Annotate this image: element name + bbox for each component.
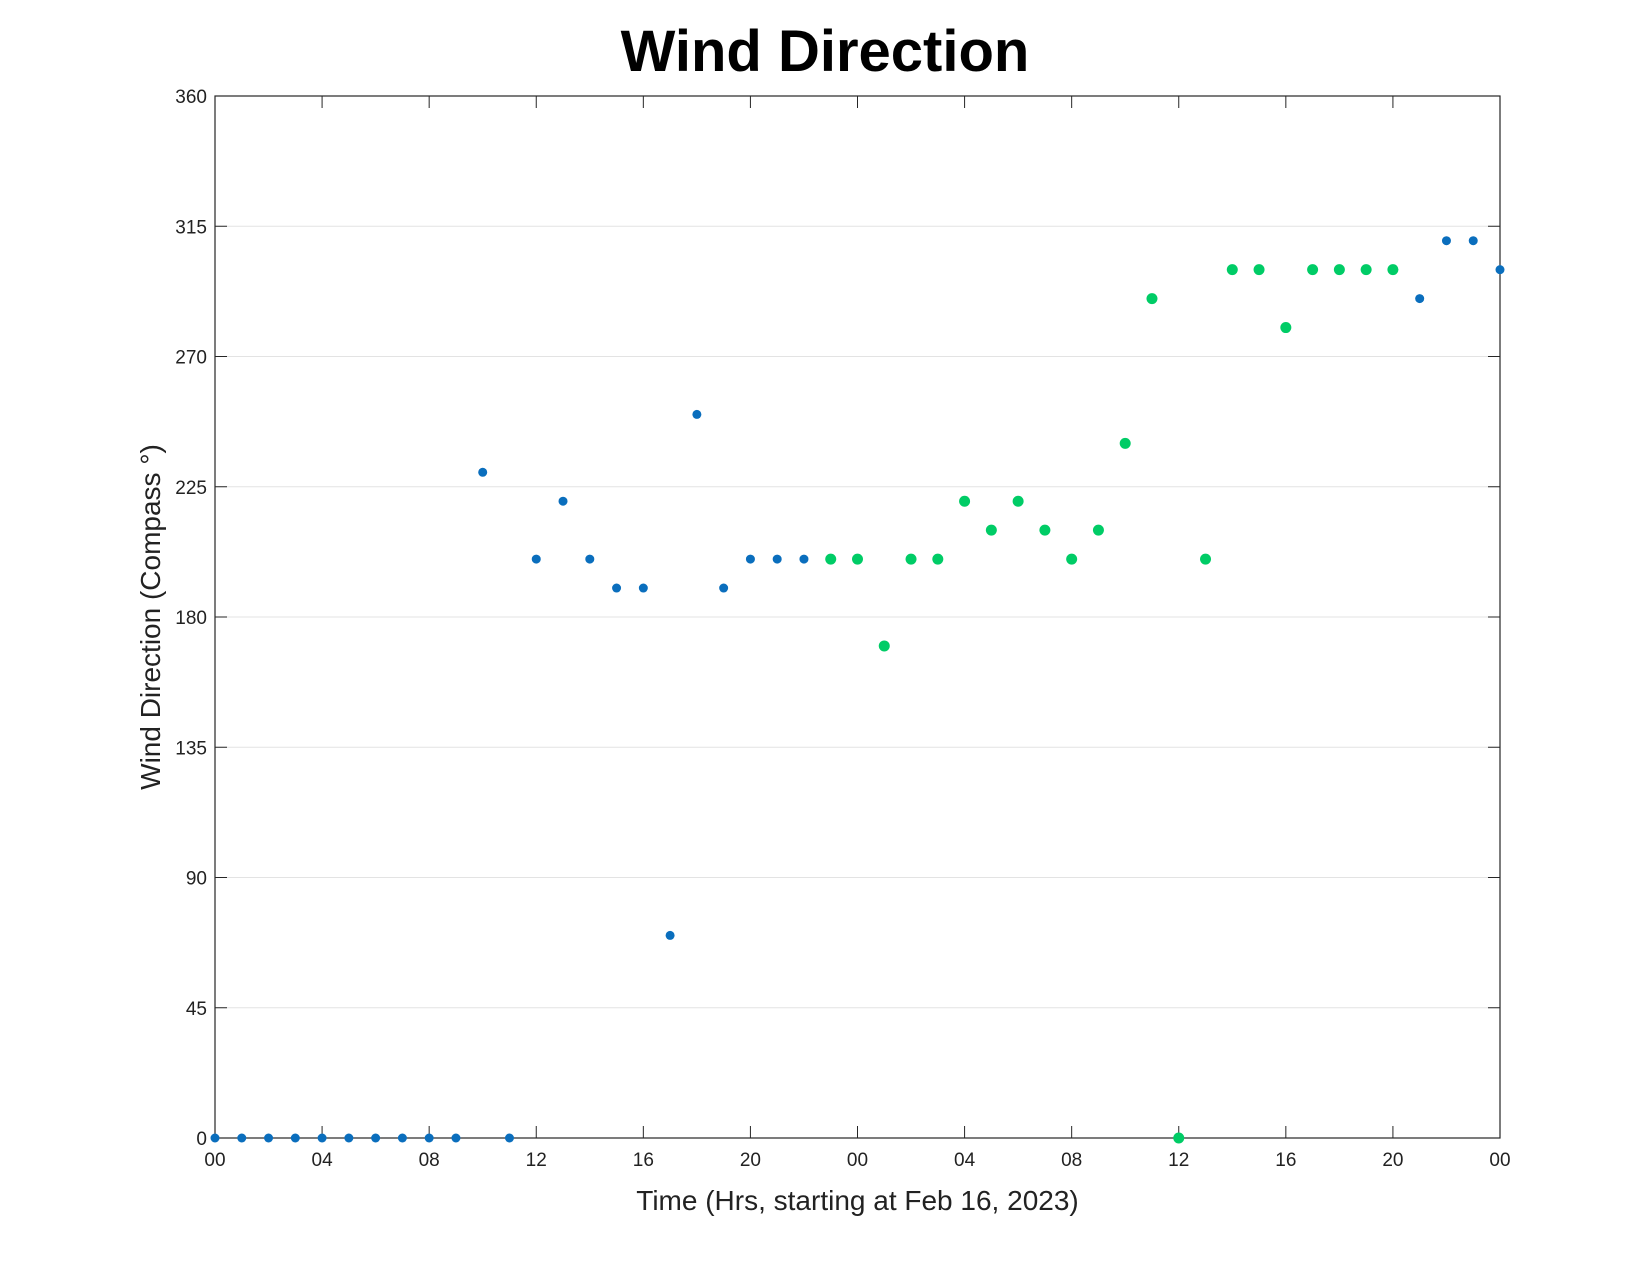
data-point-s0-22 (799, 554, 809, 564)
data-point-s1-2 (878, 640, 890, 652)
chart-title: Wind Direction (620, 19, 1030, 84)
x-tick-label-7: 04 (954, 1150, 976, 1171)
data-point-s1-15 (1226, 264, 1238, 276)
data-point-s1-13 (1173, 1132, 1185, 1144)
data-point-s1-9 (1066, 553, 1078, 565)
data-point-s0-18 (692, 409, 702, 419)
data-point-s0-8 (424, 1133, 434, 1143)
x-tick-label-11: 20 (1382, 1150, 1403, 1171)
data-point-s1-14 (1200, 553, 1212, 565)
x-tick-label-8: 08 (1061, 1150, 1082, 1171)
data-point-s0-23 (1415, 294, 1425, 304)
x-axis-label: Time (Hrs, starting at Feb 16, 2023) (636, 1185, 1078, 1216)
y-tick-label-225: 225 (175, 478, 207, 499)
x-tick-label-10: 16 (1275, 1150, 1296, 1171)
y-tick-label-360: 360 (175, 87, 207, 108)
data-point-s1-17 (1280, 322, 1292, 334)
plot-frame (214, 95, 1501, 1139)
data-point-s0-19 (719, 583, 729, 593)
x-tick-label-5: 20 (740, 1150, 761, 1171)
data-point-s1-20 (1360, 264, 1372, 276)
y-tick-label-315: 315 (175, 217, 207, 238)
axis-ticks: 0 45 90 135 180 225 270 315 360 00 04 08 12 16 20 00 04 0… (175, 87, 1510, 1171)
data-point-s0-0 (210, 1133, 220, 1143)
x-tick-label-3: 12 (526, 1150, 547, 1171)
data-point-s0-15 (612, 583, 622, 593)
data-point-s0-6 (371, 1133, 381, 1143)
data-point-s0-16 (638, 583, 648, 593)
data-point-s0-21 (772, 554, 782, 564)
data-point-s1-8 (1039, 524, 1051, 536)
x-tick-label-6: 00 (847, 1150, 868, 1171)
data-points (210, 236, 1505, 1144)
data-point-s0-1 (237, 1133, 247, 1143)
data-point-s1-3 (905, 553, 917, 565)
data-point-s0-12 (531, 554, 541, 564)
data-point-s1-0 (825, 553, 837, 565)
y-tick-label-0: 0 (196, 1129, 207, 1150)
x-tick-label-4: 16 (633, 1150, 654, 1171)
data-point-s0-17 (665, 930, 675, 940)
data-point-s1-10 (1092, 524, 1104, 536)
data-point-s0-4 (317, 1133, 327, 1143)
grid-lines (215, 225, 1500, 1009)
data-point-s0-26 (1495, 265, 1505, 275)
data-point-s1-16 (1253, 264, 1265, 276)
data-point-s0-11 (504, 1133, 514, 1143)
y-tick-label-45: 45 (186, 999, 207, 1020)
data-point-s1-5 (959, 495, 971, 507)
x-tick-label-12: 00 (1489, 1150, 1510, 1171)
y-tick-label-135: 135 (175, 738, 207, 759)
data-point-s0-10 (478, 467, 488, 477)
data-point-s1-19 (1333, 264, 1345, 276)
data-point-s1-4 (932, 553, 944, 565)
data-point-s1-21 (1387, 264, 1399, 276)
data-point-s0-3 (290, 1133, 300, 1143)
x-tick-label-0: 00 (204, 1150, 225, 1171)
data-point-s1-6 (985, 524, 997, 536)
x-tick-label-2: 08 (419, 1150, 440, 1171)
data-point-s0-24 (1441, 236, 1451, 246)
data-point-s0-7 (397, 1133, 407, 1143)
x-tick-label-9: 12 (1168, 1150, 1189, 1171)
data-point-s0-5 (344, 1133, 354, 1143)
y-tick-label-90: 90 (186, 869, 207, 890)
data-point-s1-12 (1146, 293, 1158, 305)
data-point-s1-18 (1307, 264, 1319, 276)
data-point-s0-20 (745, 554, 755, 564)
y-tick-label-180: 180 (175, 608, 207, 629)
y-axis-label: Wind Direction (Compass °) (135, 444, 166, 790)
data-point-s1-1 (852, 553, 863, 565)
x-tick-label-1: 04 (312, 1150, 334, 1171)
data-point-s0-9 (451, 1133, 461, 1143)
data-point-s1-11 (1119, 437, 1131, 449)
data-point-s0-13 (558, 496, 568, 506)
y-tick-label-270: 270 (175, 348, 207, 369)
data-point-s0-14 (585, 554, 595, 564)
data-point-s0-25 (1468, 236, 1478, 246)
data-point-s0-2 (264, 1133, 274, 1143)
data-point-s1-7 (1012, 495, 1024, 507)
